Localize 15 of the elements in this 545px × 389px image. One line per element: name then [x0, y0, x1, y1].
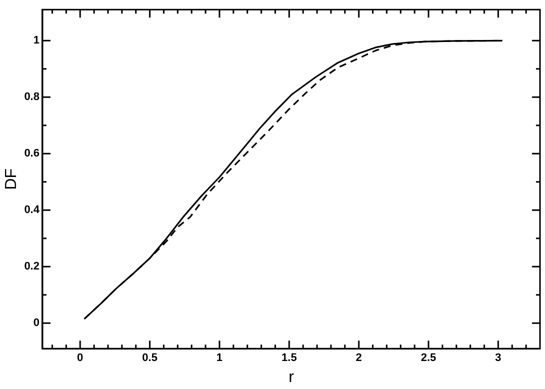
x-tick-label: 2.5: [420, 352, 436, 364]
y-tick-label: 1: [33, 34, 40, 47]
y-tick-label: 0.4: [24, 204, 40, 216]
x-axis-title: r: [288, 368, 295, 386]
y-tick-label: 0.6: [24, 148, 40, 160]
x-tick-label: 0: [77, 352, 84, 364]
y-tick-label: 0: [33, 317, 40, 330]
y-axis-title: DF: [3, 168, 20, 190]
x-tick-label: 3: [495, 352, 502, 364]
x-tick-label: 2: [356, 352, 362, 364]
y-tick-label: 0.2: [24, 260, 40, 273]
x-tick-label: 0.5: [142, 352, 158, 364]
x-tick-label: 1.5: [282, 352, 297, 364]
x-tick-label: 1: [216, 352, 223, 364]
y-tick-label: 0.8: [24, 91, 40, 104]
